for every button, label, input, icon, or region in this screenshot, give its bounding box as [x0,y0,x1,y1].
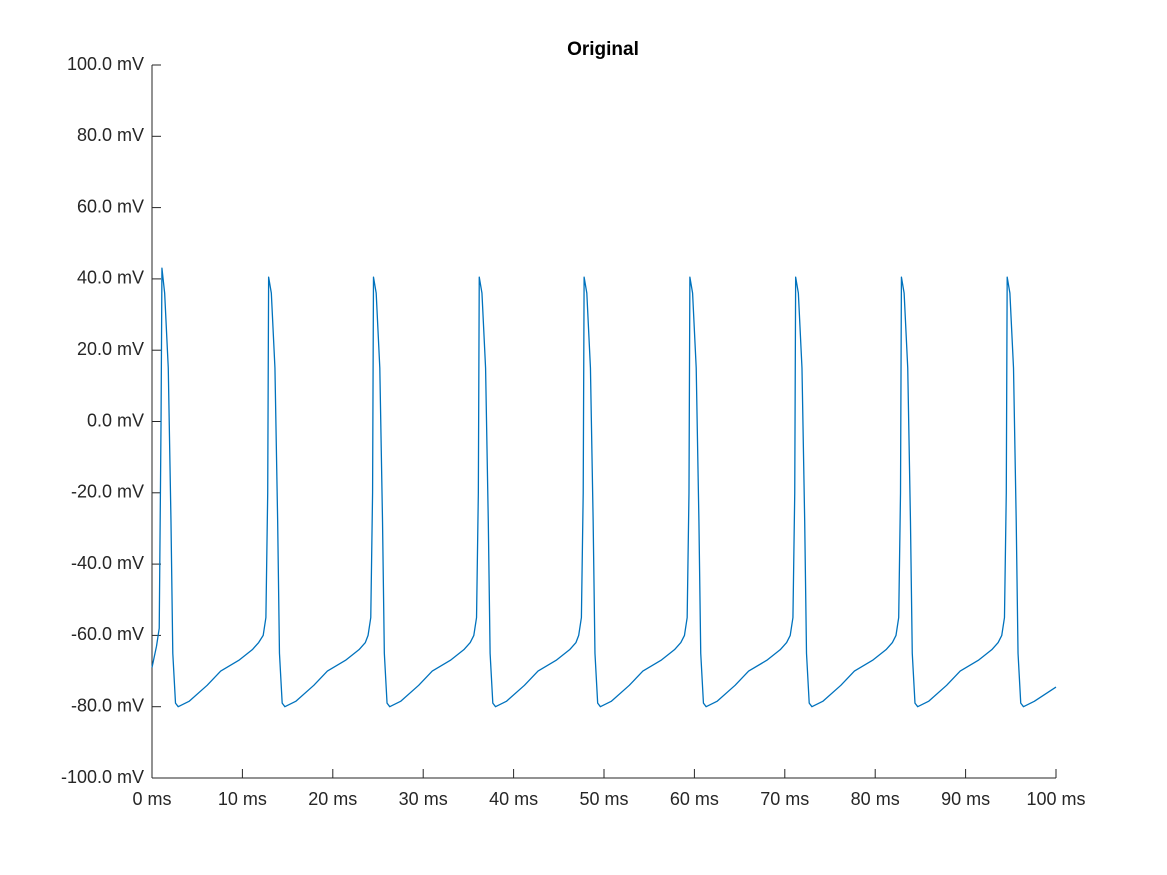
x-tick-label: 30 ms [399,789,448,809]
y-tick-label: -100.0 mV [61,767,144,787]
x-tick-label: 50 ms [579,789,628,809]
y-tick-label: 80.0 mV [77,125,144,145]
chart-title: Original [567,39,639,60]
data-line [151,267,1057,708]
y-tick-label: 100.0 mV [67,54,144,74]
x-tick-label: 90 ms [941,789,990,809]
y-tick-label: 0.0 mV [87,410,144,430]
x-tick-label: 40 ms [489,789,538,809]
y-tick-label: 40.0 mV [77,268,144,288]
x-tick-label: 10 ms [218,789,267,809]
y-tick-label: -80.0 mV [71,695,144,715]
x-tick-label: 0 ms [132,789,171,809]
x-tick-label: 80 ms [851,789,900,809]
x-tick-label: 20 ms [308,789,357,809]
x-tick-label: 100 ms [1026,789,1085,809]
y-tick-label: -40.0 mV [71,553,144,573]
y-tick-label: 60.0 mV [77,196,144,216]
y-tick-label: -20.0 mV [71,482,144,502]
y-tick-label: -60.0 mV [71,624,144,644]
x-tick-label: 70 ms [760,789,809,809]
x-tick-label: 60 ms [670,789,719,809]
y-tick-label: 20.0 mV [77,339,144,359]
